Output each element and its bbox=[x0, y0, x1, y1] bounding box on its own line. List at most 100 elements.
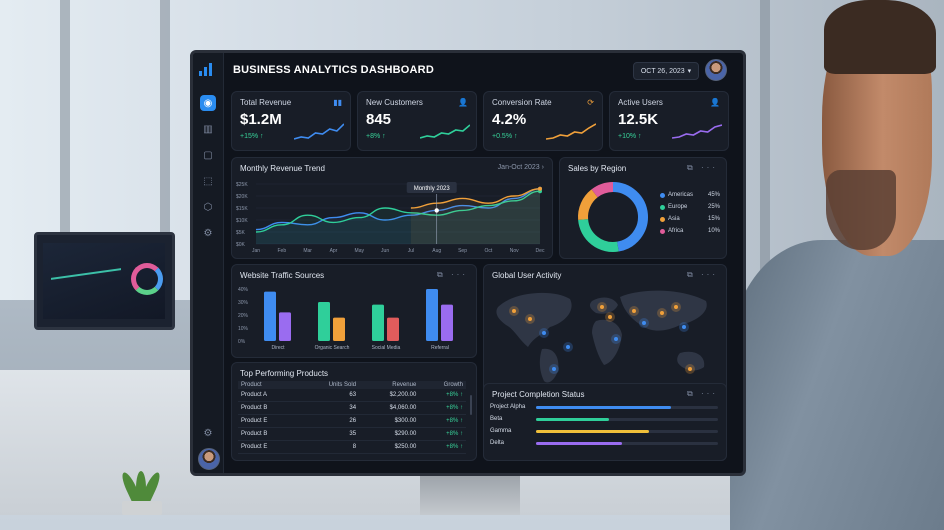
lock-icon[interactable]: ⬚ bbox=[203, 175, 213, 187]
traffic-bar-chart: 40% 30% 20% 10% 0% Direct Organic Search Social… bbox=[238, 287, 453, 351]
sales-region-card: Sales by Region ⧉ ··· Americas 45% Europe 2… bbox=[559, 157, 727, 259]
column-header[interactable]: Units Sold bbox=[297, 381, 360, 389]
kpi-card[interactable]: Total Revenue $1.2M +15% ↑ ▮▮ bbox=[231, 91, 351, 151]
chevron-right-icon: › bbox=[541, 164, 544, 171]
card-menu[interactable]: ⧉ ··· bbox=[437, 270, 468, 280]
kpi-change: +15% ↑ bbox=[240, 133, 264, 140]
gear-icon[interactable]: ⚙ bbox=[203, 427, 213, 439]
column-header[interactable]: Revenue bbox=[359, 381, 420, 389]
column-header[interactable]: Product bbox=[238, 381, 298, 389]
tooltip-box bbox=[406, 182, 457, 193]
page-title: BUSINESS ANALYTICS DASHBOARD bbox=[233, 64, 434, 76]
expand-icon: ⧉ bbox=[687, 389, 696, 398]
series-end-point bbox=[538, 186, 542, 191]
legend-swatch bbox=[660, 204, 665, 210]
column-header[interactable]: Growth bbox=[419, 381, 466, 389]
table-row[interactable]: Product B 35 $290.00 +8% ↑ bbox=[238, 427, 466, 441]
products-table: Product Units Sold Revenue Growth Product A… bbox=[238, 381, 466, 454]
progress-track bbox=[536, 430, 718, 433]
sparkline-path bbox=[420, 124, 470, 139]
table-cell: $300.00 bbox=[359, 414, 420, 428]
dashboard-icon[interactable]: ◉ bbox=[200, 95, 216, 111]
table-cell: 34 bbox=[297, 401, 360, 415]
legend-value: 15% bbox=[707, 216, 720, 222]
kpi-sparkline bbox=[546, 123, 596, 140]
traffic-bar bbox=[333, 317, 345, 341]
progress-track bbox=[536, 418, 718, 421]
kpi-sparkline bbox=[672, 124, 722, 139]
table-row[interactable]: Product B 34 $4,060.00 +8% ↑ bbox=[238, 401, 466, 415]
legend-value: 45% bbox=[707, 192, 720, 198]
traffic-bar bbox=[279, 312, 291, 341]
card-title: Project Completion Status bbox=[492, 390, 585, 399]
table-cell: $290.00 bbox=[359, 427, 420, 441]
table-scrollbar[interactable] bbox=[470, 395, 472, 415]
chat-icon[interactable]: ▢ bbox=[203, 149, 213, 161]
activity-marker bbox=[674, 305, 678, 309]
date-range[interactable]: Jan-Oct 2023 › bbox=[497, 164, 544, 171]
y-tick-label: $5K bbox=[236, 230, 246, 236]
card-title: Website Traffic Sources bbox=[240, 271, 325, 280]
donut-slice bbox=[591, 182, 614, 198]
region-donut-chart bbox=[578, 182, 648, 252]
card-title: Top Performing Products bbox=[240, 369, 329, 378]
progress-fill bbox=[536, 418, 609, 421]
legend-swatch bbox=[660, 192, 665, 198]
activity-marker bbox=[614, 337, 618, 341]
bar-chart-icon[interactable]: ▥ bbox=[203, 123, 213, 135]
x-tick-label: Nov bbox=[510, 248, 519, 254]
kpi-card[interactable]: Conversion Rate 4.2% +0.5% ↑ ⟳ bbox=[483, 91, 603, 151]
more-icon: ··· bbox=[701, 389, 718, 398]
world-map bbox=[496, 290, 707, 383]
card-title: Global User Activity bbox=[492, 271, 562, 280]
table-cell: +8% ↑ bbox=[419, 389, 466, 402]
activity-markers bbox=[509, 302, 695, 374]
traffic-bar bbox=[318, 302, 330, 341]
legend-item: Americas 45% bbox=[660, 192, 720, 198]
kpi-title: New Customers bbox=[366, 98, 423, 107]
legend-label: Europe bbox=[668, 204, 688, 210]
profile-avatar[interactable] bbox=[705, 59, 727, 81]
monitor-stand bbox=[420, 472, 520, 515]
card-title: Monthly Revenue Trend bbox=[240, 164, 325, 173]
card-menu[interactable]: ⧉ ··· bbox=[687, 270, 718, 280]
date-picker[interactable]: OCT 26, 2023 ▾ bbox=[633, 62, 699, 80]
progress-fill bbox=[536, 406, 671, 409]
donut-slice bbox=[578, 218, 619, 252]
tooltip-point bbox=[434, 208, 439, 213]
cube-icon[interactable]: ⬡ bbox=[203, 201, 213, 213]
traffic-bar bbox=[264, 291, 276, 341]
kpi-change: +8% ↑ bbox=[366, 133, 386, 140]
traffic-bar bbox=[441, 304, 453, 341]
card-menu[interactable]: ⧉ ··· bbox=[687, 163, 718, 173]
y-tick-label: $20K bbox=[236, 194, 248, 200]
x-tick-label: Jul bbox=[408, 248, 414, 254]
table-cell: Product B bbox=[238, 427, 298, 441]
settings-icon[interactable]: ⚙ bbox=[203, 227, 213, 239]
activity-marker bbox=[542, 331, 546, 335]
table-cell: 63 bbox=[297, 389, 360, 402]
legend-value: 10% bbox=[707, 228, 720, 234]
card-menu[interactable]: ⧉ ··· bbox=[687, 389, 718, 399]
table-row[interactable]: Product A 63 $2,200.00 +8% ↑ bbox=[238, 389, 466, 402]
kpi-value: $1.2M bbox=[240, 111, 282, 128]
x-tick-label: Mar bbox=[303, 248, 312, 254]
kpi-card[interactable]: Active Users 12.5K +10% ↑ 👤 bbox=[609, 91, 729, 151]
date-label: OCT 26, 2023 bbox=[640, 67, 685, 75]
traffic-bar bbox=[372, 304, 384, 341]
dashboard-screen: ◉ ▥ ▢ ⬚ ⬡ ⚙ ⚙ BUSINESS ANALYTICS DASHBOARD OC… bbox=[190, 50, 746, 476]
series-area bbox=[256, 191, 540, 244]
project-status-card: Project Completion Status ⧉ ··· Project … bbox=[483, 383, 727, 461]
table-row[interactable]: Product E 26 $300.00 +8% ↑ bbox=[238, 414, 466, 428]
kpi-value: 845 bbox=[366, 111, 392, 128]
user-avatar[interactable] bbox=[198, 448, 220, 470]
sidebar: ◉ ▥ ▢ ⬚ ⬡ ⚙ ⚙ bbox=[193, 53, 224, 473]
kpi-title: Conversion Rate bbox=[492, 98, 552, 107]
kpi-card[interactable]: New Customers 845 +8% ↑ 👤 bbox=[357, 91, 477, 151]
y-tick-label: 30% bbox=[238, 300, 249, 306]
users-icon: 👤 bbox=[458, 98, 468, 107]
activity-marker bbox=[528, 317, 532, 321]
table-row[interactable]: Product E 8 $250.00 +8% ↑ bbox=[238, 440, 466, 454]
kpi-sparkline bbox=[420, 124, 470, 139]
legend-label: Americas bbox=[668, 192, 694, 198]
